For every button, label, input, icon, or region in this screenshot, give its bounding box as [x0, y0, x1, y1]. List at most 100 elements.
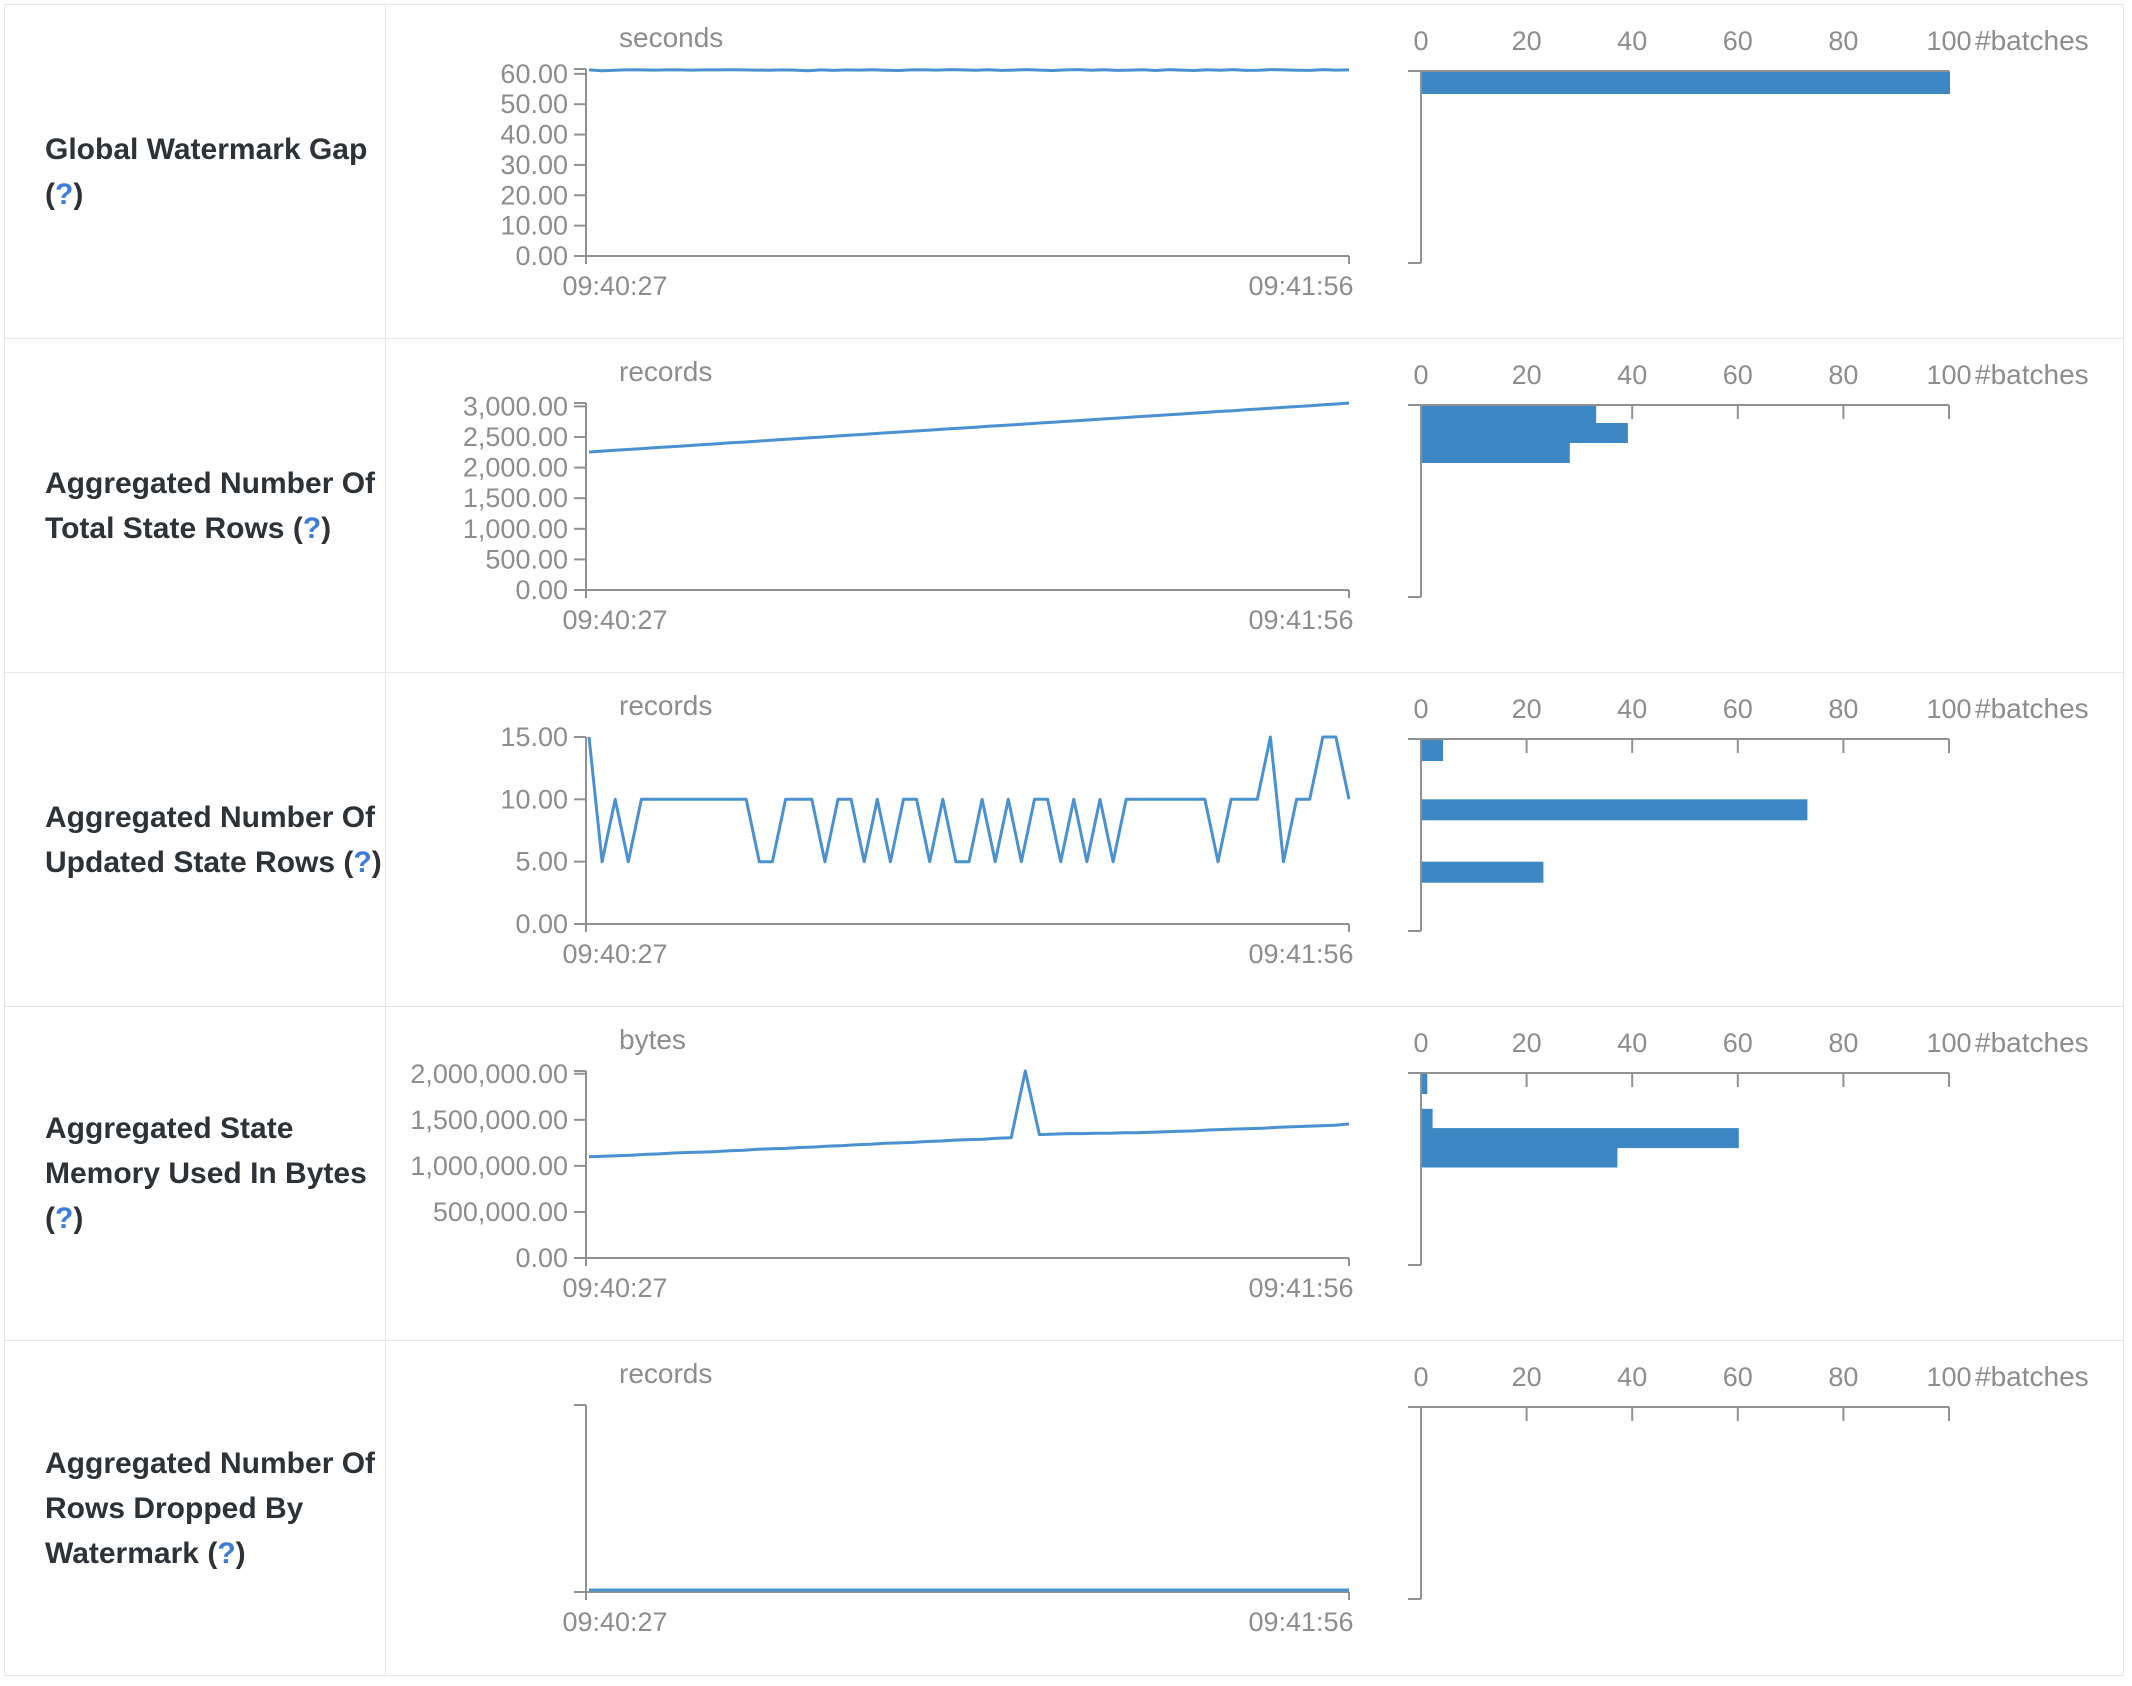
svg-text:60: 60 — [1723, 26, 1753, 56]
svg-text:2,500.00: 2,500.00 — [463, 422, 568, 452]
svg-text:09:41:56: 09:41:56 — [1248, 271, 1353, 301]
svg-text:#batches: #batches — [1975, 693, 2089, 724]
svg-text:30.00: 30.00 — [500, 150, 568, 180]
svg-text:60: 60 — [1723, 1362, 1753, 1392]
svg-text:100: 100 — [1926, 1362, 1971, 1392]
help-close-paren: ) — [73, 177, 84, 211]
histogram-bar — [1422, 861, 1544, 883]
metric-row-rows-dropped-by-watermark: Aggregated Number Of Rows Dropped By Wat… — [5, 1341, 2123, 1675]
svg-text:20: 20 — [1512, 26, 1542, 56]
histogram-bar — [1422, 72, 1950, 94]
charts-cell: records 3,000.00 2,500.00 2,000.00 1,500.00 1… — [386, 339, 2123, 672]
timeline-and-histogram-chart: records 09:40:27 09:41:56 0 20 40 60 80 100 #batc… — [562, 1358, 2089, 1637]
svg-text:50.00: 50.00 — [500, 89, 568, 119]
help-question-link[interactable]: ? — [353, 845, 372, 879]
metric-title: Aggregated Number Of Rows Dropped By Wat… — [45, 1446, 376, 1570]
svg-text:0: 0 — [1413, 694, 1428, 724]
help-close-paren: ) — [73, 1202, 84, 1235]
svg-text:#batches: #batches — [1975, 1361, 2089, 1392]
help-marker: (?) — [45, 178, 83, 211]
svg-text:bytes: bytes — [619, 1024, 686, 1055]
svg-text:records: records — [619, 356, 712, 387]
svg-text:2,000,000.00: 2,000,000.00 — [410, 1059, 568, 1089]
svg-text:09:41:56: 09:41:56 — [1248, 939, 1353, 969]
svg-text:09:41:56: 09:41:56 — [1248, 1607, 1353, 1637]
charts-cell: bytes 2,000,000.00 1,500,000.00 1,000,000.0… — [386, 1007, 2123, 1340]
histogram-bar — [1422, 740, 1444, 761]
timeline-and-histogram-chart: bytes 2,000,000.00 1,500,000.00 1,000,000.0… — [410, 1024, 2089, 1303]
svg-text:10.00: 10.00 — [500, 784, 568, 814]
svg-text:09:40:27: 09:40:27 — [562, 271, 667, 301]
metric-label-cell: Aggregated Number Of Total State Rows (?… — [5, 339, 386, 672]
svg-text:40: 40 — [1617, 1362, 1647, 1392]
svg-text:80: 80 — [1828, 360, 1858, 390]
svg-text:100: 100 — [1926, 1028, 1971, 1058]
svg-text:40: 40 — [1617, 360, 1647, 390]
svg-text:09:41:56: 09:41:56 — [1248, 1273, 1353, 1303]
svg-text:60: 60 — [1723, 694, 1753, 724]
svg-text:20.00: 20.00 — [500, 180, 568, 210]
help-question-link[interactable]: ? — [55, 177, 74, 211]
svg-text:100: 100 — [1926, 694, 1971, 724]
svg-text:0: 0 — [1413, 1362, 1428, 1392]
svg-text:40: 40 — [1617, 1028, 1647, 1058]
svg-text:1,500,000.00: 1,500,000.00 — [410, 1105, 568, 1135]
svg-text:100: 100 — [1926, 26, 1971, 56]
svg-text:#batches: #batches — [1975, 359, 2089, 390]
timeline-chart: records 3,000.002,500.002,000.001,500.001… — [463, 356, 1354, 635]
svg-text:0.00: 0.00 — [515, 575, 568, 605]
svg-text:60: 60 — [1723, 360, 1753, 390]
metric-label-cell: Aggregated Number Of Updated State Rows … — [5, 673, 386, 1006]
histogram-bar — [1422, 1128, 1739, 1149]
metric-label-cell: Aggregated Number Of Rows Dropped By Wat… — [5, 1341, 386, 1675]
svg-text:seconds: seconds — [619, 22, 723, 53]
help-question-link[interactable]: ? — [217, 1536, 236, 1570]
histogram-bar — [1422, 1147, 1618, 1168]
svg-text:20: 20 — [1512, 1028, 1542, 1058]
metric-title: Aggregated State Memory Used In Bytes — [45, 1112, 367, 1190]
svg-text:0.00: 0.00 — [515, 1243, 568, 1273]
svg-text:80: 80 — [1828, 1362, 1858, 1392]
svg-text:20: 20 — [1512, 1362, 1542, 1392]
help-question-link[interactable]: ? — [302, 511, 322, 545]
svg-text:40: 40 — [1617, 694, 1647, 724]
svg-text:1,500.00: 1,500.00 — [463, 483, 568, 513]
metric-row-updated-state-rows: Aggregated Number Of Updated State Rows … — [5, 673, 2123, 1007]
help-close-paren: ) — [321, 511, 332, 545]
help-close-paren: ) — [371, 845, 382, 879]
svg-text:#batches: #batches — [1975, 1027, 2089, 1058]
svg-text:5.00: 5.00 — [515, 847, 568, 877]
svg-text:09:41:56: 09:41:56 — [1248, 605, 1353, 635]
svg-text:500,000.00: 500,000.00 — [433, 1197, 568, 1227]
histogram-bar — [1422, 406, 1597, 426]
help-open-paren: ( — [45, 177, 55, 211]
metric-title: Aggregated Number Of Total State Rows — [45, 466, 376, 545]
histogram-chart: 0 20 40 60 80 100 #batches — [1408, 693, 2089, 932]
svg-text:80: 80 — [1828, 694, 1858, 724]
metric-timeline-line — [587, 735, 1351, 864]
timeline-and-histogram-chart: seconds 60.0050.0040.0030.0020.0010.000.0… — [500, 22, 2089, 301]
histogram-bar — [1422, 1074, 1428, 1094]
charts-cell: records 09:40:27 09:41:56 0 20 40 60 80 100 #batc… — [386, 1341, 2123, 1675]
svg-text:#batches: #batches — [1975, 25, 2089, 56]
svg-text:60: 60 — [1723, 1028, 1753, 1058]
svg-text:09:40:27: 09:40:27 — [562, 1607, 667, 1637]
svg-text:60.00: 60.00 — [500, 59, 568, 89]
histogram-chart: 0 20 40 60 80 100 #batches — [1408, 1361, 2089, 1600]
svg-text:0: 0 — [1413, 360, 1428, 390]
svg-text:records: records — [619, 1358, 712, 1389]
svg-text:80: 80 — [1828, 1028, 1858, 1058]
svg-text:1,000,000.00: 1,000,000.00 — [410, 1151, 568, 1181]
charts-cell: seconds 60.00 50.00 40.00 30.00 20.00 10.00 0.0… — [386, 5, 2123, 338]
svg-text:1,000.00: 1,000.00 — [463, 514, 568, 544]
metric-row-total-state-rows: Aggregated Number Of Total State Rows (?… — [5, 339, 2123, 673]
charts-cell: records 15.00 10.00 5.00 0.00 09:40:27 09:41:5… — [386, 673, 2123, 1006]
timeline-chart: seconds 60.0050.0040.0030.0020.0010.000.0… — [500, 22, 1353, 301]
metric-title: Global Watermark Gap — [45, 132, 368, 166]
timeline-and-histogram-chart: records3,000.002,500.002,000.001,500.001… — [463, 356, 2089, 635]
help-question-link[interactable]: ? — [55, 1202, 74, 1235]
svg-text:100: 100 — [1926, 360, 1971, 390]
help-marker: (?) — [45, 1202, 83, 1235]
